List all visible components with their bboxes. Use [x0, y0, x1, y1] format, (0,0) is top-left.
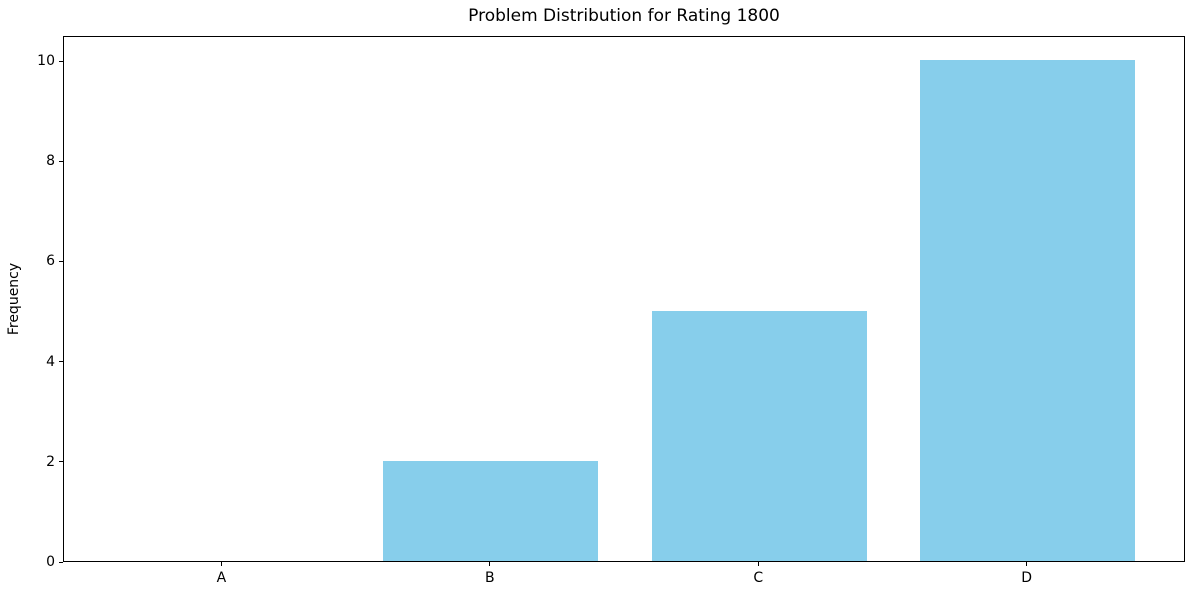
y-axis-label: Frequency: [6, 262, 22, 336]
x-tick-label-C: C: [753, 570, 764, 586]
bar-D: [920, 60, 1135, 561]
y-tick-mark: [59, 60, 63, 62]
y-tick-label: 4: [46, 353, 55, 370]
chart-title: Problem Distribution for Rating 1800: [468, 6, 780, 26]
y-tick-label: 0: [46, 554, 55, 570]
plot-area: [63, 36, 1185, 562]
y-tick-mark: [59, 160, 63, 162]
bar-B: [383, 460, 599, 561]
y-tick-mark: [59, 260, 63, 262]
x-tick-label-B: B: [484, 570, 495, 586]
x-tick-mark: [757, 562, 759, 566]
x-tick-label-D: D: [1021, 570, 1033, 586]
y-tick-label: 8: [46, 153, 55, 170]
y-tick-mark: [59, 361, 63, 363]
bar-C: [651, 310, 867, 561]
y-tick-label: 2: [46, 453, 55, 470]
y-tick-label: 10: [37, 53, 55, 70]
x-tick-mark: [1026, 562, 1028, 566]
x-tick-label-A: A: [216, 570, 227, 586]
y-tick-mark: [59, 461, 63, 463]
x-tick-mark: [220, 562, 222, 566]
y-tick-mark: [59, 561, 63, 563]
x-tick-mark: [489, 562, 491, 566]
y-tick-label: 6: [46, 253, 55, 270]
